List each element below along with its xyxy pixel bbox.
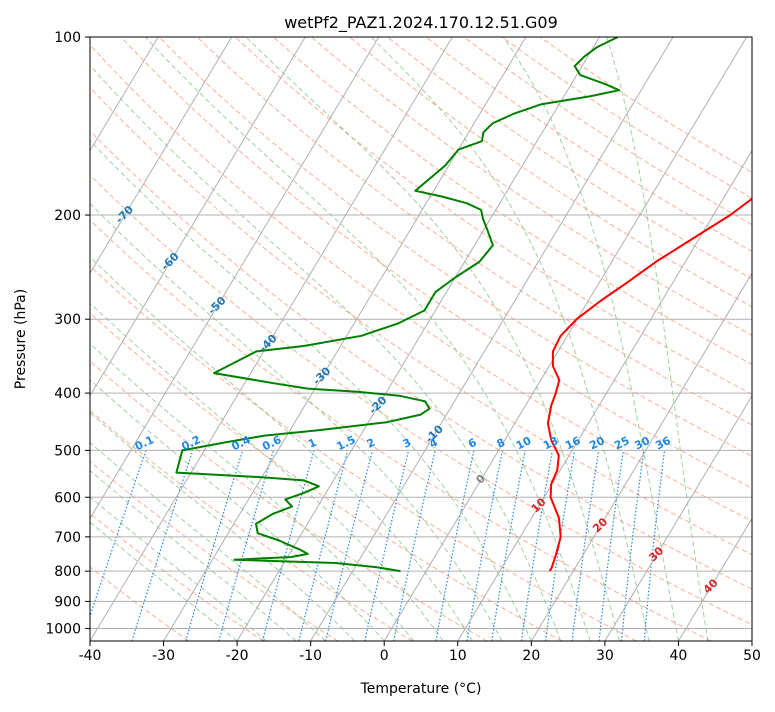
x-tick-label: 40 [670,648,688,664]
y-tick-label: 800 [54,564,81,580]
chart-title: wetPf2_PAZ1.2024.170.12.51.G09 [284,13,558,33]
y-tick-label: 200 [54,208,81,224]
y-tick-label: 100 [54,30,81,46]
x-tick-label: 30 [596,648,614,664]
x-tick-label: 0 [380,648,389,664]
y-tick-label: 500 [54,443,81,459]
x-tick-label: -10 [299,648,322,664]
y-tick-label: 1000 [45,621,81,637]
x-tick-label: 10 [449,648,467,664]
x-tick-label: 20 [522,648,540,664]
y-tick-label: 300 [54,312,81,328]
x-axis-label: Temperature (°C) [360,681,482,697]
y-axis-label: Pressure (hPa) [13,289,29,389]
x-tick-label: -30 [152,648,175,664]
x-tick-label: 50 [743,648,761,664]
x-tick-label: -40 [79,648,102,664]
y-tick-label: 900 [54,594,81,610]
y-tick-label: 700 [54,530,81,546]
x-tick-label: -20 [226,648,249,664]
y-tick-label: 600 [54,490,81,506]
y-tick-label: 400 [54,386,81,402]
